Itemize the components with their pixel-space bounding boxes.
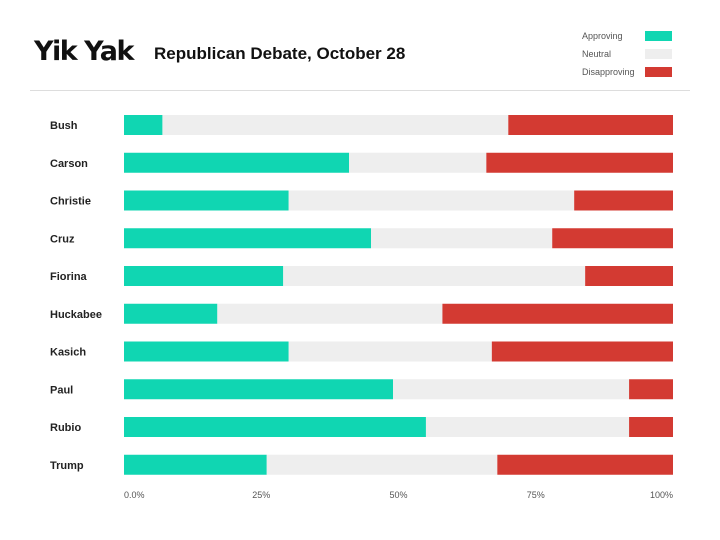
bar-cruz-disapproving bbox=[552, 228, 673, 249]
legend-item-disapproving: Disapproving bbox=[582, 66, 682, 80]
bar-huckabee-neutral bbox=[217, 303, 443, 324]
bar-rubio-approving bbox=[124, 417, 426, 437]
category-label-rubio: Rubio bbox=[50, 422, 81, 434]
bar-fiorina-approving bbox=[124, 266, 284, 286]
x-tick-label: 100% bbox=[650, 490, 673, 500]
bar-fiorina-neutral bbox=[283, 266, 586, 286]
legend-item-neutral: Neutral bbox=[582, 48, 682, 62]
category-label-huckabee: Huckabee bbox=[50, 309, 102, 321]
header-divider bbox=[30, 90, 690, 91]
bar-trump-approving bbox=[124, 454, 267, 475]
bar-huckabee-approving bbox=[124, 303, 218, 324]
x-tick-label: 0.0% bbox=[124, 490, 145, 500]
category-label-kasich: Kasich bbox=[50, 347, 86, 359]
legend-swatch-approving bbox=[645, 31, 672, 41]
bar-christie-disapproving bbox=[574, 190, 673, 211]
category-label-fiorina: Fiorina bbox=[50, 271, 88, 283]
bar-kasich-approving bbox=[124, 341, 289, 362]
bar-christie-approving bbox=[124, 190, 289, 211]
bar-trump-neutral bbox=[266, 454, 498, 475]
bar-bush-neutral bbox=[162, 115, 509, 135]
legend-item-approving: Approving bbox=[582, 30, 682, 44]
yik-yak-logo: Yik Yak bbox=[34, 36, 134, 67]
bar-cruz-approving bbox=[124, 228, 372, 249]
bar-kasich-neutral bbox=[288, 341, 492, 362]
bar-carson-disapproving bbox=[486, 152, 673, 173]
category-label-carson: Carson bbox=[50, 158, 88, 170]
category-label-trump: Trump bbox=[50, 460, 84, 472]
legend-label-neutral: Neutral bbox=[582, 49, 612, 59]
legend-label-disapproving: Disapproving bbox=[582, 67, 635, 77]
category-label-bush: Bush bbox=[50, 120, 78, 132]
bar-carson-neutral bbox=[349, 152, 487, 173]
bar-rubio-neutral bbox=[425, 417, 630, 437]
legend-label-approving: Approving bbox=[582, 31, 623, 41]
legend-swatch-neutral bbox=[645, 49, 672, 59]
category-label-paul: Paul bbox=[50, 384, 73, 396]
bar-huckabee-disapproving bbox=[442, 303, 673, 324]
x-tick-label: 25% bbox=[252, 490, 270, 500]
bar-bush-disapproving bbox=[508, 115, 673, 135]
category-label-christie: Christie bbox=[50, 196, 91, 208]
bar-paul-disapproving bbox=[629, 379, 673, 400]
x-tick-label: 50% bbox=[389, 490, 407, 500]
bar-bush-approving bbox=[124, 115, 163, 135]
bar-trump-disapproving bbox=[497, 454, 673, 475]
bar-fiorina-disapproving bbox=[585, 266, 673, 286]
chart-title: Republican Debate, October 28 bbox=[154, 44, 406, 63]
legend-swatch-disapproving bbox=[645, 67, 672, 77]
bar-christie-neutral bbox=[288, 190, 575, 211]
category-label-cruz: Cruz bbox=[50, 233, 75, 245]
bar-carson-approving bbox=[124, 152, 350, 173]
bar-kasich-disapproving bbox=[491, 341, 673, 362]
bar-cruz-neutral bbox=[371, 228, 553, 249]
x-tick-label: 75% bbox=[527, 490, 545, 500]
bar-rubio-disapproving bbox=[629, 417, 673, 437]
bar-paul-neutral bbox=[393, 379, 630, 400]
bar-paul-approving bbox=[124, 379, 394, 400]
